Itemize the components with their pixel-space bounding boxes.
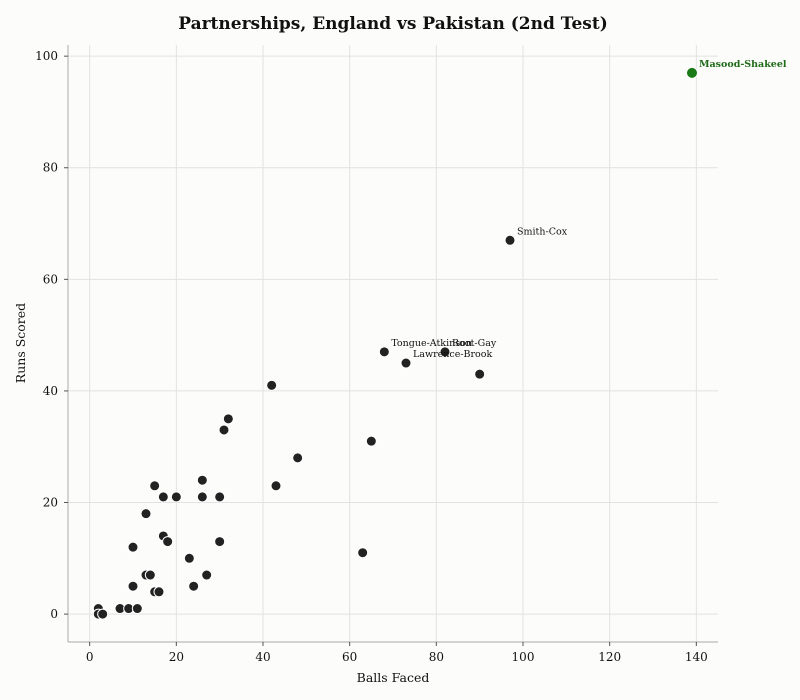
data-point bbox=[400, 357, 412, 369]
chart-title: Partnerships, England vs Pakistan (2nd T… bbox=[178, 14, 608, 34]
x-axis-label: Balls Faced bbox=[357, 670, 430, 685]
point-label: Smith-Cox bbox=[517, 226, 568, 237]
point-label: Masood-Shakeel bbox=[699, 59, 787, 70]
y-tick-label: 60 bbox=[43, 272, 58, 286]
data-point bbox=[170, 491, 182, 503]
data-point bbox=[365, 435, 377, 447]
point-label: Tongue-Atkinson bbox=[391, 338, 472, 349]
y-axis-label: Runs Scored bbox=[13, 303, 28, 383]
data-point bbox=[201, 569, 213, 581]
y-tick-label: 20 bbox=[43, 496, 58, 510]
x-tick-label: 20 bbox=[169, 650, 184, 664]
data-point bbox=[357, 547, 369, 559]
data-point bbox=[144, 569, 156, 581]
data-point bbox=[188, 580, 200, 592]
data-point bbox=[214, 536, 226, 548]
points bbox=[92, 66, 698, 620]
data-point bbox=[474, 368, 486, 380]
data-point bbox=[218, 424, 230, 436]
data-point bbox=[162, 536, 174, 548]
data-point bbox=[127, 541, 139, 553]
data-point bbox=[214, 491, 226, 503]
y-tick-label: 40 bbox=[43, 384, 58, 398]
data-point bbox=[149, 480, 161, 492]
data-point bbox=[439, 346, 451, 358]
data-point bbox=[270, 480, 282, 492]
y-tick-label: 80 bbox=[43, 161, 58, 175]
point-label: Lawrence-Brook bbox=[413, 349, 492, 360]
data-point bbox=[140, 508, 152, 520]
grid bbox=[68, 45, 718, 642]
point-label: Root-Gay bbox=[452, 338, 497, 349]
data-point bbox=[378, 346, 390, 358]
x-tick-label: 100 bbox=[512, 650, 535, 664]
data-point bbox=[153, 586, 165, 598]
x-tick-label: 0 bbox=[86, 650, 94, 664]
data-point bbox=[292, 452, 304, 464]
x-tick-label: 40 bbox=[255, 650, 270, 664]
data-point bbox=[266, 379, 278, 391]
data-point bbox=[196, 491, 208, 503]
y-tick-label: 0 bbox=[50, 607, 58, 621]
data-point bbox=[131, 603, 143, 615]
data-point bbox=[196, 474, 208, 486]
data-point bbox=[157, 491, 169, 503]
data-point bbox=[183, 552, 195, 564]
data-point bbox=[504, 234, 516, 246]
data-point bbox=[97, 608, 109, 620]
data-point bbox=[222, 413, 234, 425]
x-tick-label: 120 bbox=[598, 650, 621, 664]
y-tick-label: 100 bbox=[35, 49, 58, 63]
x-tick-label: 80 bbox=[429, 650, 444, 664]
ticks: 0 20 40 60 80 100 120 140 0 20 40 60 80 100 bbox=[35, 49, 708, 664]
x-tick-label: 140 bbox=[685, 650, 708, 664]
highlight-point bbox=[686, 66, 698, 79]
data-point bbox=[127, 580, 139, 592]
x-tick-label: 60 bbox=[342, 650, 357, 664]
